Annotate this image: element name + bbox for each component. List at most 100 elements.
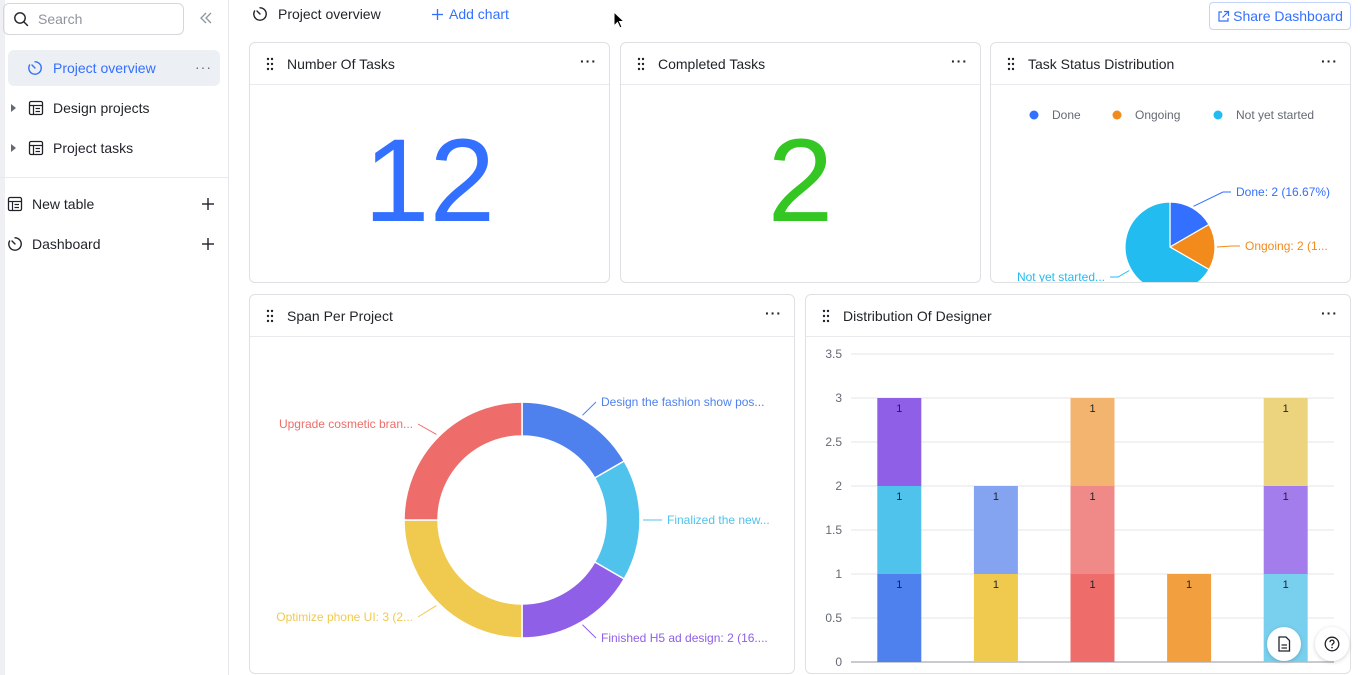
- sidebar-item-new-table[interactable]: New table: [7, 194, 94, 214]
- more-options-icon[interactable]: ···: [1321, 305, 1338, 321]
- card-title: Span Per Project: [287, 308, 393, 324]
- more-options-icon[interactable]: ···: [765, 305, 782, 321]
- legend-label: Done: [1052, 108, 1081, 122]
- more-options-icon[interactable]: ···: [580, 53, 597, 69]
- bar-segment: [1263, 486, 1308, 574]
- drag-handle-icon[interactable]: [266, 309, 274, 323]
- legend-swatch: [1029, 110, 1039, 120]
- card-span-per-project[interactable]: Span Per Project ··· Design the fashion …: [249, 294, 795, 674]
- table-icon: [7, 196, 23, 212]
- add-dashboard-icon[interactable]: [201, 237, 215, 251]
- more-options-icon[interactable]: ···: [1321, 53, 1338, 69]
- document-button[interactable]: [1267, 627, 1301, 661]
- drag-handle-icon[interactable]: [266, 57, 274, 71]
- leader-line: [417, 423, 437, 435]
- card-number-of-tasks[interactable]: Number Of Tasks ··· 12: [249, 42, 610, 283]
- card-header: [991, 43, 1350, 85]
- sidebar-item-design-projects[interactable]: Design projects: [28, 98, 150, 118]
- bar-segment: [877, 574, 922, 662]
- drag-handle-icon[interactable]: [1007, 57, 1015, 71]
- data-label: Upgrade cosmetic bran...: [279, 417, 413, 431]
- bar-data-label: 1: [1283, 579, 1289, 591]
- data-label: Optimize phone UI: 3 (2...: [276, 610, 413, 624]
- legend-swatch: [1112, 110, 1122, 120]
- plus-icon: [432, 8, 443, 20]
- drag-handle-icon[interactable]: [822, 309, 830, 323]
- card-title: Number Of Tasks: [287, 56, 395, 72]
- search-input[interactable]: Search: [3, 3, 184, 35]
- bar-data-label: 1: [896, 403, 902, 415]
- data-label: Design the fashion show pos...: [601, 395, 764, 409]
- collapse-sidebar-icon[interactable]: [198, 10, 214, 26]
- add-table-icon[interactable]: [201, 197, 215, 211]
- dashboard-icon: [253, 7, 267, 21]
- legend-label: Ongoing: [1135, 108, 1180, 122]
- donut-slice: [403, 519, 523, 639]
- add-chart-button[interactable]: Add chart: [431, 6, 509, 22]
- share-icon: [1218, 10, 1230, 22]
- card-completed-tasks[interactable]: Completed Tasks ··· 2: [620, 42, 981, 283]
- data-label: Finalized the new...: [667, 513, 770, 527]
- share-dashboard-label: Share Dashboard: [1233, 8, 1343, 24]
- designer-stacked-bar-chart: 0 0.5 1 1.5 2 2.5 3 3.5 1 1 1 1 1 1 1 1 1 1 1 1: [825, 347, 1334, 669]
- leader-line: [1193, 191, 1231, 207]
- y-tick-label: 0.5: [825, 611, 842, 625]
- table-icon: [28, 140, 44, 156]
- bar-data-label: 1: [1283, 403, 1289, 415]
- data-label: Done: 2 (16.67%): [1236, 185, 1330, 199]
- expand-caret-icon[interactable]: [11, 144, 16, 152]
- search-icon: [14, 12, 29, 27]
- bar-data-label: 1: [1186, 579, 1192, 591]
- share-dashboard-button[interactable]: Share Dashboard: [1209, 2, 1351, 30]
- status-pie-chart: Done Ongoing Not yet started Done: 2 (16.67…: [1017, 108, 1330, 283]
- bar-data-label: 1: [1089, 579, 1095, 591]
- drag-handle-icon[interactable]: [637, 57, 645, 71]
- sidebar-item-project-tasks[interactable]: Project tasks: [28, 138, 133, 158]
- bar-segment: [1070, 574, 1115, 662]
- leader-line: [417, 605, 437, 618]
- card-header: [250, 43, 609, 85]
- card-task-status-distribution[interactable]: Task Status Distribution ··· Done Ongoing…: [990, 42, 1351, 283]
- bar-data-label: 1: [1283, 491, 1289, 503]
- bar-segment: [1070, 486, 1115, 574]
- donut-slice: [403, 401, 523, 521]
- page-title-text: Project overview: [278, 6, 381, 22]
- card-header: [806, 295, 1350, 337]
- search-placeholder: Search: [38, 11, 83, 27]
- sidebar-item-dashboard[interactable]: Dashboard: [7, 234, 101, 254]
- more-options-icon[interactable]: ···: [951, 53, 968, 69]
- donut-slice: [593, 459, 641, 581]
- bar-data-label: 1: [896, 579, 902, 591]
- card-distribution-of-designer[interactable]: Distribution Of Designer ··· 0 0.5 1 1.5 2 2.…: [805, 294, 1351, 674]
- more-options-icon[interactable]: ···: [195, 59, 212, 75]
- donut-slice: [521, 401, 626, 480]
- pie-slice: [1124, 201, 1210, 282]
- expand-caret-icon[interactable]: [11, 104, 16, 112]
- bar-data-label: 1: [993, 579, 999, 591]
- bar-segment: [877, 486, 922, 574]
- add-chart-label: Add chart: [449, 6, 509, 22]
- card-title: Task Status Distribution: [1028, 56, 1175, 72]
- bar-data-label: 1: [993, 491, 999, 503]
- sidebar-item-label: New table: [32, 196, 95, 212]
- document-icon: [1278, 636, 1291, 652]
- sidebar: Search Project overview ··· Design proje…: [0, 0, 229, 675]
- y-tick-label: 2.5: [825, 435, 842, 449]
- y-tick-label: 0: [835, 655, 842, 669]
- y-tick-label: 1: [835, 567, 842, 581]
- metric-value: 12: [363, 115, 496, 247]
- sidebar-item-project-overview[interactable]: Project overview ···: [8, 50, 220, 86]
- sidebar-item-label: Project overview: [53, 60, 156, 76]
- dashboard-icon: [8, 237, 22, 251]
- data-label: Not yet started...: [1017, 270, 1105, 283]
- sidebar-item-label: Project tasks: [53, 140, 134, 156]
- sidebar-item-label: Design projects: [53, 100, 150, 116]
- y-tick-label: 3.5: [825, 347, 842, 361]
- bar-segment: [877, 398, 922, 486]
- bar-segment: [1070, 398, 1115, 486]
- pie-slice: [1168, 223, 1216, 271]
- data-label: Finished H5 ad design: 2 (16....: [601, 631, 768, 645]
- legend-swatch: [1213, 110, 1223, 120]
- help-button[interactable]: [1315, 627, 1349, 661]
- card-title: Distribution Of Designer: [843, 308, 992, 324]
